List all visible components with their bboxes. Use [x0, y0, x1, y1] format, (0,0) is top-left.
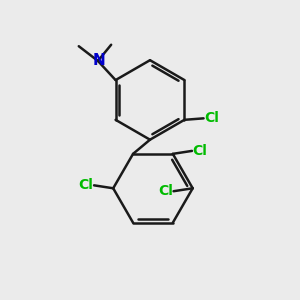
- Text: Cl: Cl: [79, 178, 94, 192]
- Text: Cl: Cl: [158, 184, 173, 198]
- Text: Cl: Cl: [193, 144, 207, 158]
- Text: Cl: Cl: [204, 111, 219, 125]
- Text: N: N: [93, 53, 106, 68]
